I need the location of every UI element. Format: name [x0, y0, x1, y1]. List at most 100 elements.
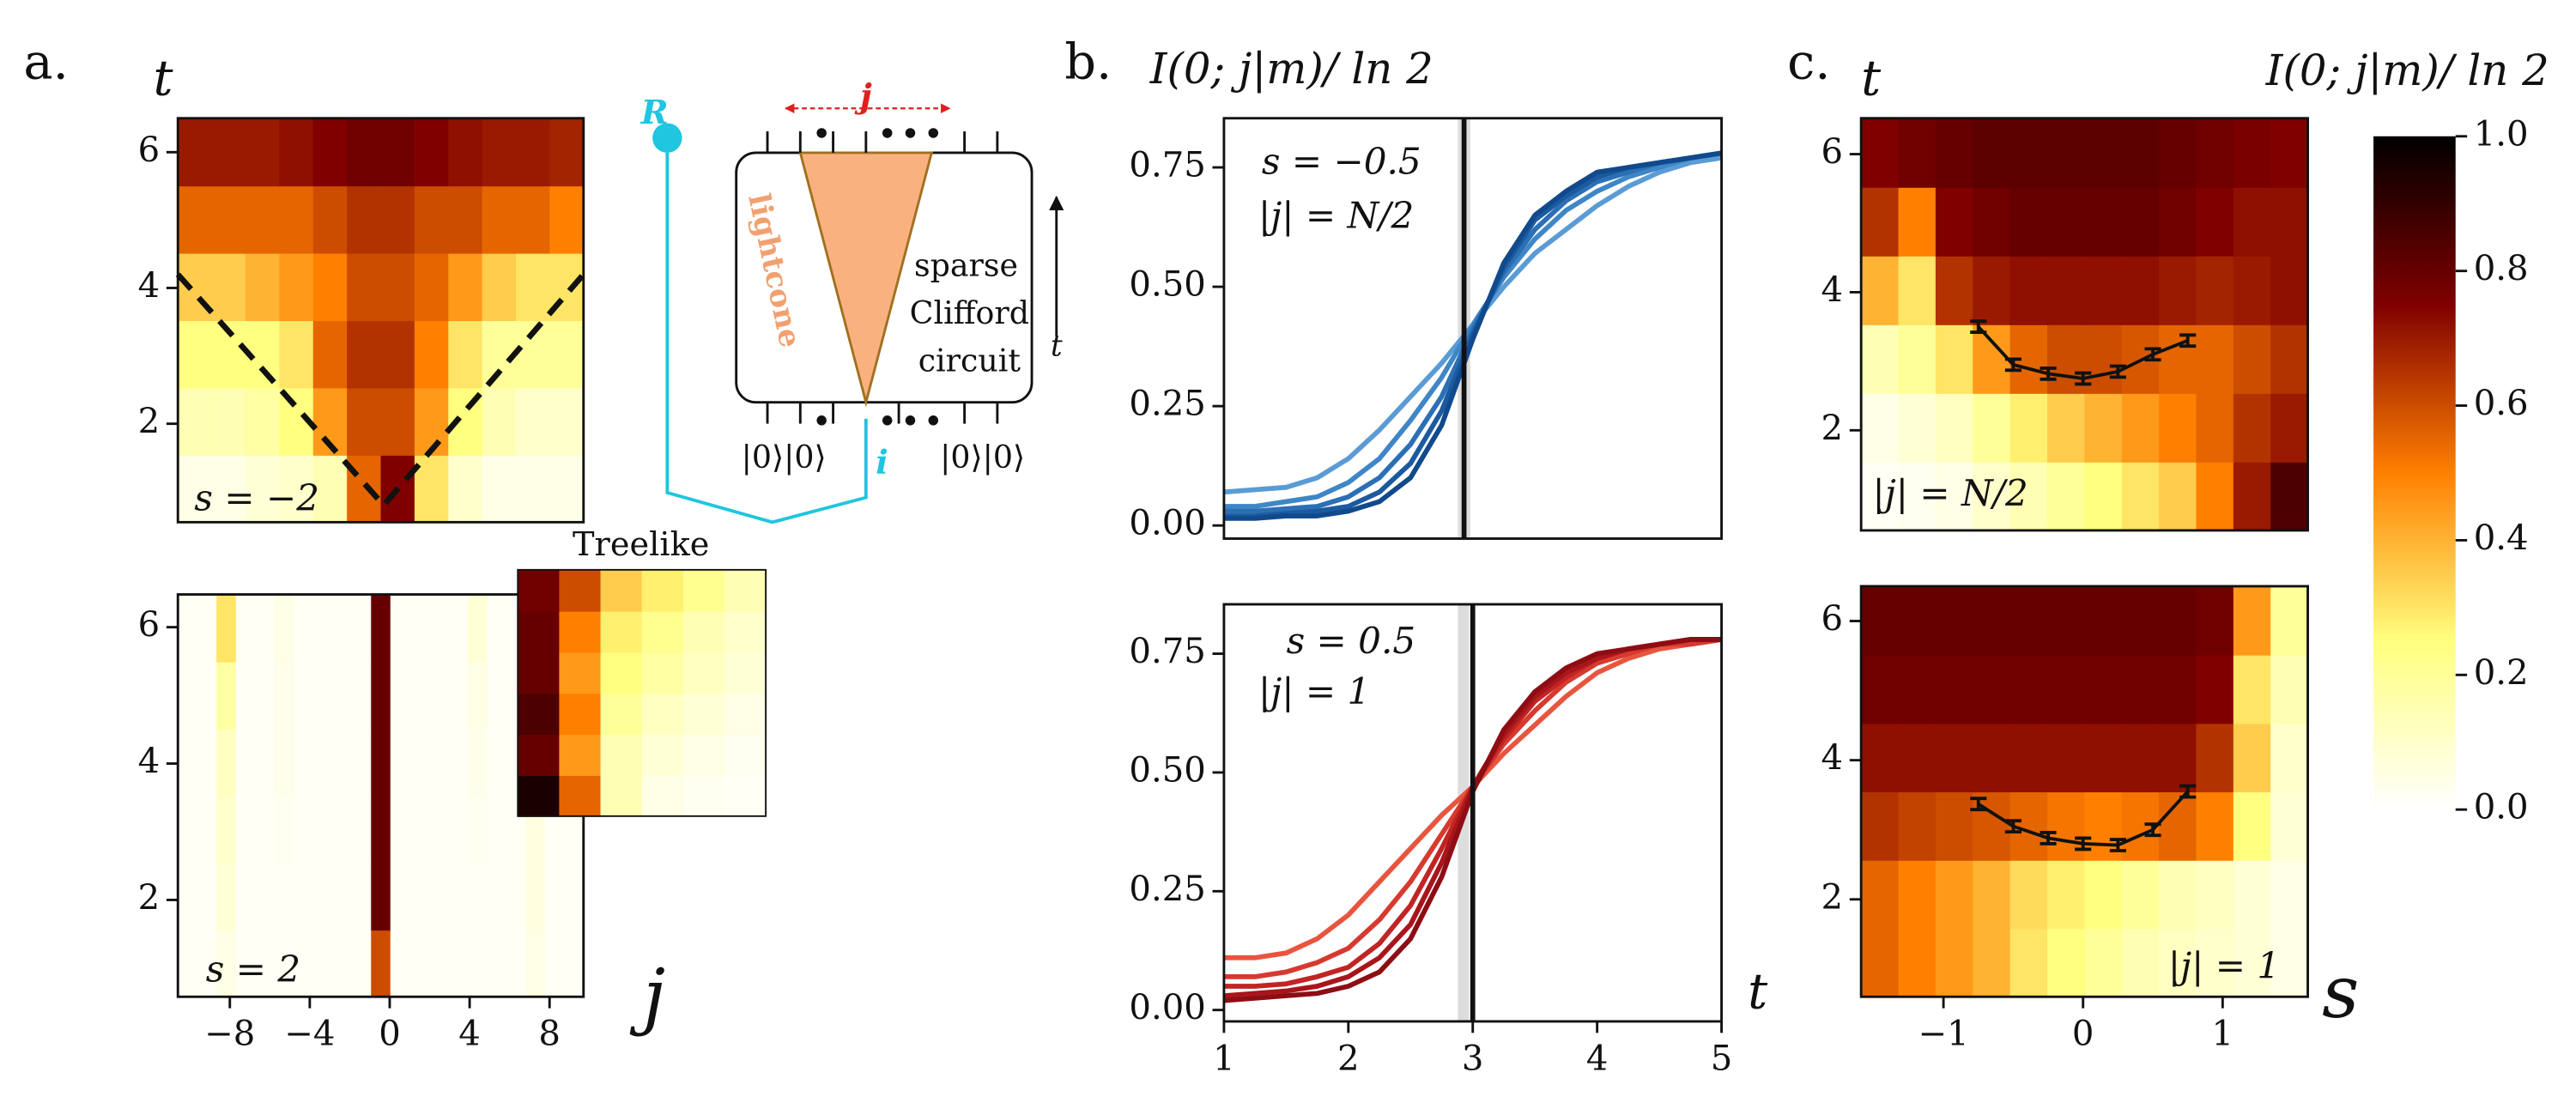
- heatmap-cell: [1935, 585, 1974, 656]
- ket-right: |0⟩|0⟩: [940, 439, 1025, 476]
- heatmap-cell: [279, 454, 314, 524]
- heatmap-cell: [516, 185, 551, 254]
- heatmap-cell: [2270, 928, 2309, 998]
- heatmap-cell: [482, 387, 517, 456]
- heatmap-cell: [409, 728, 430, 797]
- heatmap-cell: [312, 185, 349, 254]
- axes-frame: [176, 117, 585, 524]
- heatmap-cell: [2009, 723, 2048, 793]
- heatmap-cell: [1861, 928, 1900, 998]
- heatmap-cell: [1898, 654, 1937, 724]
- heatmap-cell: [178, 387, 213, 456]
- y-tick-label: 0.50: [1129, 750, 1205, 790]
- heatmap-cell: [467, 795, 488, 864]
- heatmap-cell: [2121, 118, 2161, 188]
- heatmap-cell: [235, 863, 257, 931]
- heatmap-cell: [235, 930, 257, 998]
- errorbar: [1970, 319, 1987, 335]
- wires: [766, 131, 999, 424]
- heatmap-cell: [2159, 118, 2197, 188]
- heatmap-cell: [274, 728, 295, 797]
- heatmap-cell: [1973, 859, 2011, 930]
- y-tick-label: 0.75: [1129, 632, 1205, 671]
- heatmap-cell: [2270, 392, 2309, 463]
- heatmap-cell: [2121, 392, 2161, 463]
- x-tick-label: 3: [1462, 1039, 1484, 1078]
- y-tick-label: 0.4: [2474, 518, 2529, 558]
- heatmap-cell: [448, 930, 469, 998]
- y-tick-label: 2: [138, 402, 161, 441]
- label-t: t: [1051, 330, 1063, 364]
- heatmap-cell: [2046, 723, 2086, 793]
- x-tick-label: 4: [1586, 1039, 1609, 1078]
- y-tick-label: 6: [1821, 599, 1844, 639]
- heatmap-cell: [211, 185, 246, 254]
- errorbar: [2144, 822, 2161, 838]
- heatmap-cell: [279, 252, 314, 322]
- y-tick-label: 0.50: [1129, 265, 1205, 305]
- heatmap-cell: [525, 930, 546, 998]
- heatmap-cell: [274, 795, 295, 864]
- heatmap-cell: [1935, 859, 1974, 930]
- heatmap-cell: [2233, 324, 2272, 394]
- heatmap-cell: [1973, 186, 2011, 257]
- heatmap-cell: [2009, 928, 2048, 998]
- heatmap-cell: [2009, 118, 2048, 188]
- heatmap-cell: [178, 930, 198, 998]
- heatmap-cell: [294, 930, 314, 998]
- y-tick-label: 0.00: [1129, 988, 1205, 1027]
- heatmap-cell: [2159, 585, 2197, 656]
- heatmap-cell: [178, 728, 198, 797]
- heatmap-cell: [347, 252, 382, 322]
- y-tick-label: 6: [138, 130, 161, 170]
- heatmap-cell: [216, 795, 237, 864]
- annotation: s = −2: [194, 476, 319, 518]
- heatmap-cell: [245, 185, 281, 254]
- heatmap-cell: [371, 930, 391, 998]
- heatmap-cell: [351, 795, 373, 864]
- heatmap-cell: [1973, 118, 2011, 188]
- heatmap-cell: [2233, 928, 2272, 998]
- heatmap-cell: [641, 734, 684, 776]
- heatmap-cell: [2046, 324, 2086, 394]
- heatmap-cell: [467, 930, 488, 998]
- heatmap-cell: [549, 185, 585, 254]
- heatmap-cell: [516, 252, 551, 322]
- heatmap-cell: [516, 118, 551, 187]
- heatmap-cell: [2159, 723, 2197, 793]
- heatmap-cell: [197, 795, 218, 864]
- heatmap-cell: [380, 118, 415, 187]
- y-tick-label: 0.2: [2474, 653, 2529, 693]
- heatmap-cell: [351, 594, 373, 663]
- heatmap-cell: [2009, 392, 2048, 463]
- heatmap-cell: [428, 728, 450, 797]
- heatmap-cell: [351, 930, 373, 998]
- heatmap-cell: [2196, 928, 2234, 998]
- heatmap-cell: [682, 569, 725, 612]
- heatmap-cell: [448, 185, 483, 254]
- y-tick-label: 2: [138, 878, 161, 918]
- errorbar: [2075, 371, 2092, 386]
- heatmap-cell: [332, 728, 353, 797]
- heatmap-cell: [1935, 118, 1974, 188]
- y-tick-label: 0.25: [1129, 870, 1205, 909]
- heatmap-cell: [294, 661, 314, 730]
- heatmap-cell: [371, 863, 391, 931]
- panel-label: a.: [23, 33, 68, 91]
- heatmap-cell: [641, 693, 684, 736]
- heatmap-cell: [178, 661, 198, 730]
- heatmap-cell: [1973, 392, 2011, 463]
- heatmap-cell: [518, 610, 561, 653]
- heatmap-cell: [312, 661, 334, 730]
- heatmap-cell: [390, 863, 411, 931]
- heatmap-cell: [178, 320, 213, 389]
- axes-frame: [1859, 117, 2309, 532]
- heatmap-cell: [1861, 791, 1900, 861]
- heatmap-cell: [1935, 928, 1974, 998]
- heatmap-cell: [2009, 859, 2048, 930]
- heatmap-cell: [2196, 585, 2234, 656]
- heatmap-cell: [255, 930, 276, 998]
- heatmap-cell: [516, 454, 551, 524]
- heatmap-cell: [347, 185, 382, 254]
- heatmap-cell: [549, 118, 585, 187]
